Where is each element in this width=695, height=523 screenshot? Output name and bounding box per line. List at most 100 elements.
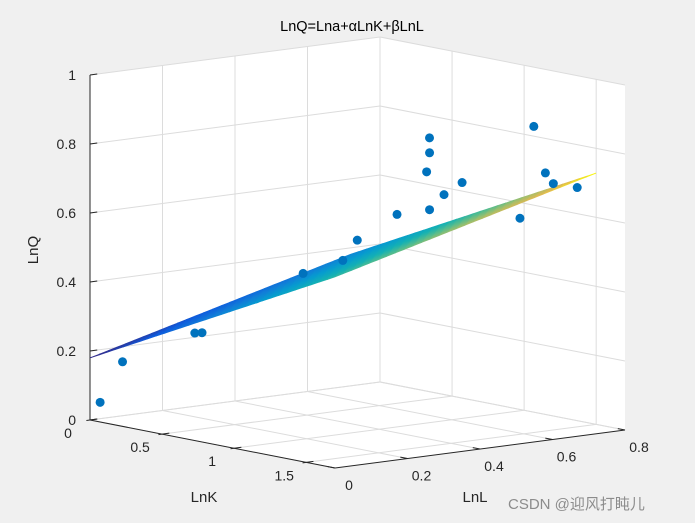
grid-line — [379, 312, 626, 362]
mesh-line — [408, 232, 417, 236]
mesh-line — [188, 321, 197, 326]
mesh-line — [285, 281, 295, 285]
mesh-line — [339, 267, 348, 272]
mesh-line — [185, 317, 194, 321]
mesh-line — [364, 258, 373, 263]
mesh-line — [563, 180, 572, 185]
mesh-line — [458, 222, 468, 226]
mesh-line — [512, 200, 521, 204]
y-tick-label: 0.6 — [557, 449, 577, 465]
mesh-line — [244, 295, 253, 300]
mesh-line — [372, 255, 382, 259]
mesh-line — [366, 247, 375, 251]
mesh-line — [281, 278, 290, 283]
mesh-line — [418, 235, 427, 239]
mesh-line — [358, 249, 367, 253]
mesh-line — [405, 235, 414, 240]
mesh-line — [431, 234, 441, 238]
mesh-line — [545, 188, 554, 192]
mesh-line — [335, 272, 345, 276]
mesh-line — [300, 278, 309, 282]
mesh-line — [453, 221, 462, 225]
mesh-line — [416, 229, 425, 233]
mesh-line — [331, 269, 340, 274]
mesh-line — [467, 218, 476, 223]
mesh-line — [329, 272, 338, 277]
mesh-line — [251, 293, 261, 298]
mesh-line — [399, 234, 409, 239]
mesh-line — [463, 216, 472, 220]
mesh-line — [213, 312, 222, 317]
mesh-line — [280, 279, 290, 283]
mesh-line — [148, 334, 157, 338]
mesh-line — [397, 237, 407, 242]
mesh-line — [391, 246, 400, 251]
mesh-line — [434, 230, 443, 234]
mesh-line — [148, 333, 158, 338]
grid-line — [379, 174, 626, 224]
mesh-line — [265, 292, 274, 297]
mesh-line — [286, 280, 295, 285]
mesh-line — [359, 248, 368, 252]
mesh-line — [294, 277, 304, 281]
mesh-line — [444, 224, 454, 229]
axes-pane-2 — [380, 37, 625, 430]
mesh-line — [440, 221, 450, 225]
mesh-line — [522, 194, 531, 198]
mesh-line — [248, 298, 257, 303]
mesh-line — [484, 211, 494, 216]
mesh-line — [462, 217, 471, 221]
mesh-line — [180, 324, 189, 328]
mesh-line — [472, 212, 481, 216]
mesh-line — [362, 261, 371, 266]
mesh-line — [242, 297, 252, 302]
mesh-line — [408, 240, 417, 245]
mesh-line — [432, 224, 441, 228]
mesh-line — [205, 314, 215, 319]
mesh-line — [480, 209, 489, 213]
mesh-line — [327, 267, 336, 271]
mesh-line — [365, 248, 374, 253]
mesh-line — [435, 228, 444, 233]
mesh-line — [553, 185, 563, 189]
mesh-line — [432, 232, 442, 237]
mesh-line — [286, 288, 296, 292]
mesh-line — [322, 264, 332, 268]
mesh-line — [342, 262, 352, 266]
mesh-line — [454, 219, 463, 224]
mesh-line — [247, 300, 256, 304]
mesh-line — [324, 270, 334, 274]
mesh-line — [356, 251, 366, 255]
mesh-line — [322, 273, 331, 278]
mesh-line — [217, 306, 227, 311]
mesh-line — [433, 231, 442, 236]
mesh-line — [155, 333, 164, 337]
mesh-line — [164, 328, 174, 332]
mesh-line — [141, 334, 150, 339]
mesh-line — [158, 328, 167, 333]
mesh-line — [325, 269, 334, 273]
mesh-line — [393, 243, 402, 248]
mesh-line — [422, 229, 432, 233]
x-tick-label: 0.5 — [130, 439, 150, 455]
mesh-line — [399, 244, 408, 248]
mesh-line — [362, 252, 371, 256]
mesh-line — [440, 222, 449, 226]
mesh-line — [379, 254, 388, 259]
mesh-line — [422, 238, 431, 242]
mesh-line — [495, 206, 504, 210]
x-tick-label: 0 — [64, 425, 72, 441]
mesh-line — [259, 292, 268, 296]
watermark: CSDN @迎风打盹儿 — [508, 496, 645, 513]
mesh-line — [440, 230, 450, 234]
mesh-line — [313, 277, 322, 281]
mesh-line — [396, 239, 406, 243]
mesh-line — [294, 286, 303, 290]
mesh-line — [443, 226, 452, 230]
mesh-line — [392, 245, 401, 249]
z-tick-mark — [89, 142, 98, 145]
mesh-line — [106, 349, 115, 353]
mesh-line — [384, 247, 394, 251]
mesh-line — [157, 330, 166, 334]
mesh-line — [403, 238, 412, 243]
